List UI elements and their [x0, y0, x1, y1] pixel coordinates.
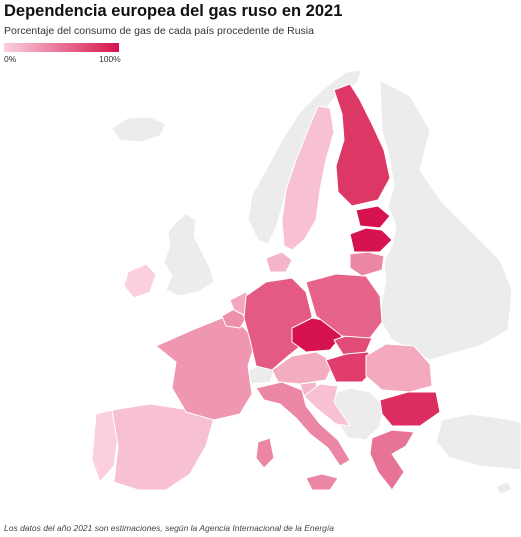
region-finland — [333, 83, 391, 207]
region-bulgaria — [379, 391, 441, 427]
region-italy — [255, 381, 351, 467]
region-denmark — [265, 251, 293, 273]
region-ireland — [123, 263, 157, 299]
region-romania — [365, 343, 433, 393]
region-norway — [247, 69, 363, 245]
region-sardinia — [255, 437, 275, 469]
region-sweden — [281, 105, 335, 251]
region-croatia — [303, 383, 351, 427]
region-spain — [111, 403, 215, 491]
region-cyprus — [495, 481, 513, 495]
region-poland — [305, 273, 383, 339]
region-iceland — [111, 116, 167, 143]
europe-map — [91, 69, 521, 495]
legend-min-label: 0% — [4, 54, 17, 64]
region-sicily — [305, 473, 339, 491]
region-germany — [243, 277, 313, 371]
region-estonia — [355, 205, 391, 229]
region-united-kingdom — [163, 213, 215, 297]
source-note: Los datos del año 2021 son estimaciones,… — [4, 523, 334, 533]
map-subtitle: Porcentaje del consumo de gas de cada pa… — [4, 25, 314, 37]
region-lithuania — [349, 251, 385, 277]
region-turkey — [435, 413, 521, 471]
region-russia-belarus-ukraine — [379, 79, 513, 361]
legend-gradient-bar — [4, 43, 119, 52]
region-greece — [369, 429, 415, 491]
region-france — [155, 317, 257, 421]
legend-max-label: 100% — [99, 54, 121, 64]
region-serbia-balkans — [329, 387, 385, 441]
map-title: Dependencia europea del gas ruso en 2021 — [4, 2, 343, 20]
region-latvia — [349, 227, 393, 253]
